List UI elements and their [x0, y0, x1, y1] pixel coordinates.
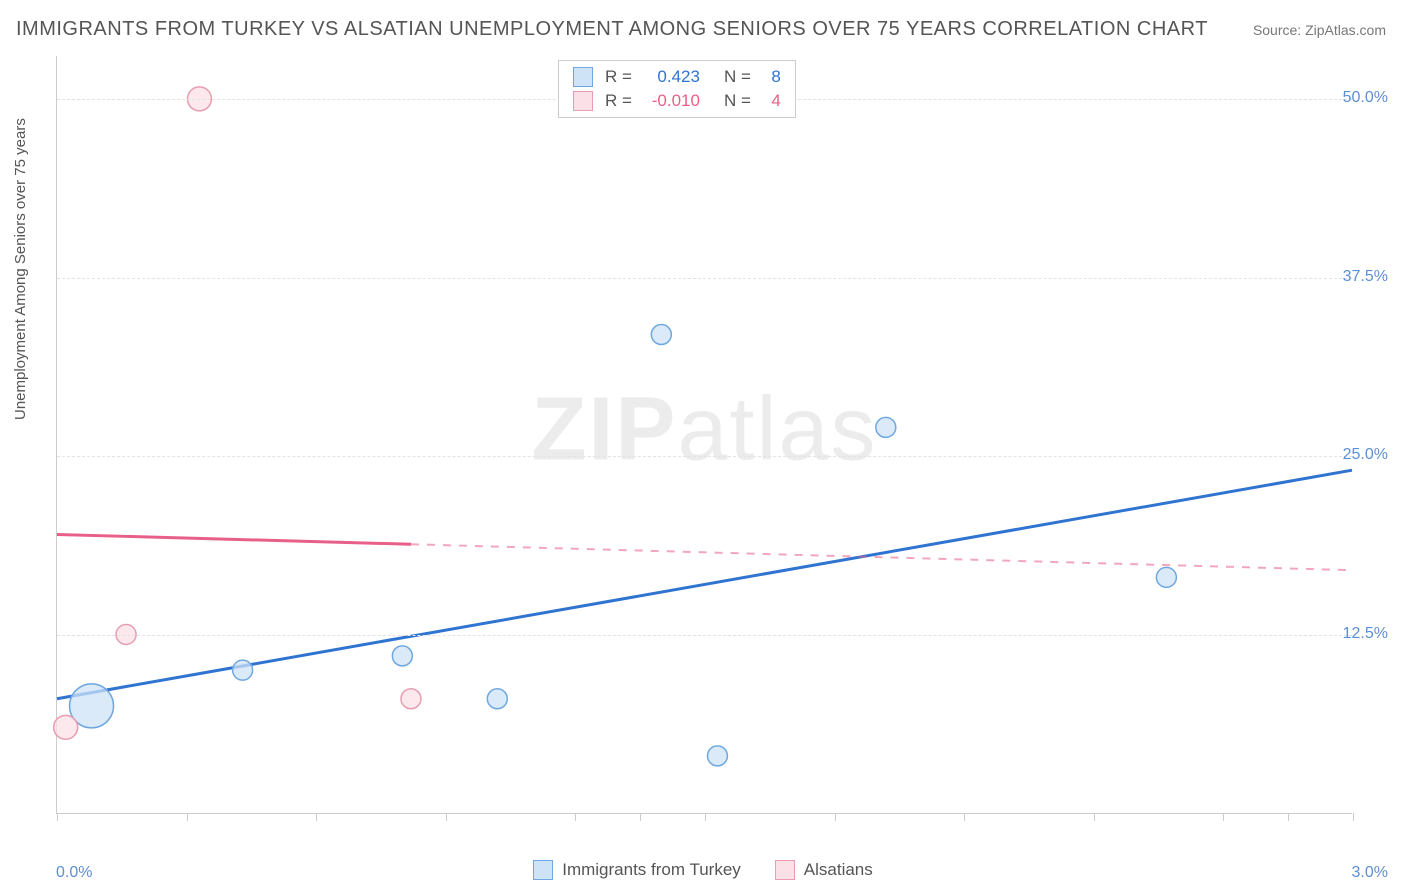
blue-data-point	[707, 746, 727, 766]
gridline	[57, 278, 1352, 279]
chart-title: IMMIGRANTS FROM TURKEY VS ALSATIAN UNEMP…	[16, 18, 1208, 41]
blue-data-point	[1156, 567, 1176, 587]
source-name: ZipAtlas.com	[1305, 22, 1386, 38]
x-tick	[640, 813, 641, 821]
y-tick-label: 37.5%	[1343, 268, 1388, 286]
pink-regression-line	[57, 534, 411, 544]
x-axis-min-label: 0.0%	[56, 864, 92, 882]
x-tick	[57, 813, 58, 821]
gridline	[57, 635, 1352, 636]
pink-regression-dashed	[411, 544, 1352, 570]
r-value: -0.010	[642, 91, 700, 111]
y-tick-label: 50.0%	[1343, 89, 1388, 107]
n-label: N =	[724, 91, 751, 111]
plot-area: ZIPatlas	[56, 56, 1352, 814]
legend-row-blue: R = 0.423 N = 8	[559, 65, 795, 89]
y-tick-label: 25.0%	[1343, 446, 1388, 464]
correlation-legend: R = 0.423 N = 8 R = -0.010 N = 4	[558, 60, 796, 118]
x-tick	[964, 813, 965, 821]
n-label: N =	[724, 67, 751, 87]
x-tick	[1353, 813, 1354, 821]
pink-swatch-icon	[573, 91, 593, 111]
x-tick	[446, 813, 447, 821]
y-tick-label: 12.5%	[1343, 625, 1388, 643]
x-tick	[835, 813, 836, 821]
gridline	[57, 456, 1352, 457]
blue-data-point	[233, 660, 253, 680]
blue-data-point	[876, 417, 896, 437]
series-legend: Immigrants from Turkey Alsatians	[0, 860, 1406, 880]
x-tick	[705, 813, 706, 821]
r-value: 0.423	[642, 67, 700, 87]
r-label: R =	[605, 91, 632, 111]
pink-data-point	[401, 689, 421, 709]
n-value: 4	[761, 91, 781, 111]
blue-swatch-icon	[573, 67, 593, 87]
x-tick	[187, 813, 188, 821]
legend-item-blue: Immigrants from Turkey	[533, 860, 741, 880]
blue-swatch-icon	[533, 860, 553, 880]
x-tick	[1094, 813, 1095, 821]
legend-label: Alsatians	[804, 860, 873, 880]
y-axis-label: Unemployment Among Seniors over 75 years	[12, 118, 29, 420]
n-value: 8	[761, 67, 781, 87]
source-attribution: Source: ZipAtlas.com	[1253, 22, 1386, 38]
pink-data-point	[54, 715, 78, 739]
r-label: R =	[605, 67, 632, 87]
legend-label: Immigrants from Turkey	[562, 860, 741, 880]
blue-data-point	[487, 689, 507, 709]
pink-swatch-icon	[775, 860, 795, 880]
source-prefix: Source:	[1253, 22, 1305, 38]
blue-data-point	[392, 646, 412, 666]
x-tick	[1223, 813, 1224, 821]
x-tick	[575, 813, 576, 821]
chart-svg	[57, 56, 1352, 813]
x-axis-max-label: 3.0%	[1352, 864, 1388, 882]
blue-data-point	[651, 325, 671, 345]
x-tick	[316, 813, 317, 821]
x-tick	[1288, 813, 1289, 821]
legend-item-pink: Alsatians	[775, 860, 873, 880]
legend-row-pink: R = -0.010 N = 4	[559, 89, 795, 113]
